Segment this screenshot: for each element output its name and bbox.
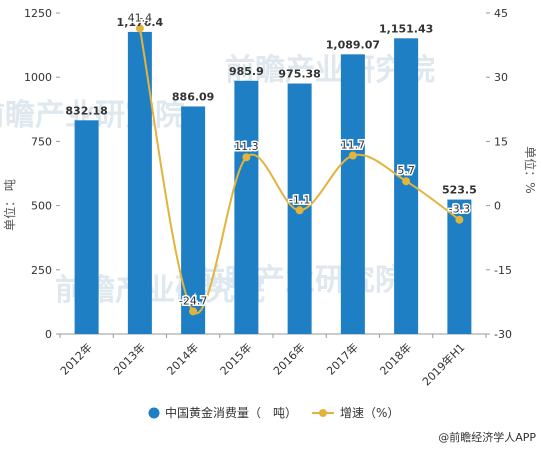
bar-value-label: 832.18 [65, 104, 107, 117]
growth-point [402, 177, 411, 186]
growth-value-label: -1.1 [289, 193, 310, 206]
line-series [135, 24, 464, 316]
growth-point [295, 206, 304, 215]
y2-tick-label: 45 [494, 7, 508, 20]
bar [181, 106, 206, 334]
legend: 中国黄金消费量（ 吨） 增速（%） [148, 405, 399, 420]
y-tick-label: 0 [45, 328, 52, 341]
legend-bar-marker [148, 407, 160, 419]
bar [340, 54, 365, 335]
growth-point [135, 24, 144, 33]
bar-value-label: 985.9 [229, 65, 264, 78]
bar-value-label: 1,151.43 [379, 22, 433, 35]
growth-value-label: 41.4 [128, 11, 153, 24]
growth-value-label: 11.3 [234, 140, 259, 153]
growth-point [455, 215, 464, 224]
data-labels: 832.18 1,176.4 886.09 985.9 975.38 1,089.07 1,… [65, 10, 477, 309]
source-label: @前瞻经济学人APP [438, 430, 536, 444]
bar [74, 120, 99, 334]
bar-value-label: 1,176.4 [117, 16, 164, 29]
legend-line-label: 增速（%） [340, 406, 399, 420]
y2-tick-label: -15 [494, 264, 512, 277]
bar-value-label: 1,089.07 [326, 38, 380, 51]
y2-axis-title: 单位：% [523, 146, 538, 193]
growth-value-label: 5.7 [397, 164, 415, 177]
bar [234, 80, 259, 334]
y2-tick-label: 30 [494, 71, 508, 84]
x-tick-label: 2013年 [111, 340, 148, 377]
x-tick-label: 2012年 [57, 340, 94, 377]
bar-value-label: 523.5 [442, 184, 477, 197]
growth-value-label: -3.3 [449, 203, 470, 216]
x-tick-label: 2019年H1 [419, 340, 467, 388]
growth-value-label: 11.7 [341, 139, 366, 152]
x-tick-label: 2015年 [217, 340, 254, 377]
bar-series [74, 31, 472, 335]
growth-line [138, 28, 460, 315]
y-tick-label: 750 [31, 135, 52, 148]
y-tick-label: 1000 [24, 71, 52, 84]
y-tick-label: 1250 [24, 7, 52, 20]
bar-value-label: 975.38 [278, 68, 320, 81]
y-tick-label: 500 [31, 200, 52, 213]
legend-line-marker-dot [319, 409, 327, 417]
y2-tick-label: -30 [494, 328, 512, 341]
x-tick-label: 2014年 [164, 340, 201, 377]
y-axis-title: 单位： 吨 [2, 179, 17, 231]
x-tick-label: 2017年 [324, 340, 361, 377]
x-tick-label: 2018年 [377, 340, 414, 377]
bar-value-label: 886.09 [172, 90, 214, 103]
growth-value-label: -24.7 [179, 294, 207, 307]
y2-tick-label: 0 [494, 200, 501, 213]
y-tick-label: 250 [31, 264, 52, 277]
legend-bar-label: 中国黄金消费量（ 吨） [165, 405, 297, 420]
growth-point [189, 307, 198, 316]
x-tick-label: 2016年 [270, 340, 307, 377]
growth-point [348, 151, 357, 160]
y2-tick-label: 15 [494, 135, 508, 148]
growth-point [242, 153, 251, 162]
watermark-layer: 前瞻产业研究院前瞻产业研究院前瞻产业研究院前瞻产业研究院 [0, 53, 435, 308]
